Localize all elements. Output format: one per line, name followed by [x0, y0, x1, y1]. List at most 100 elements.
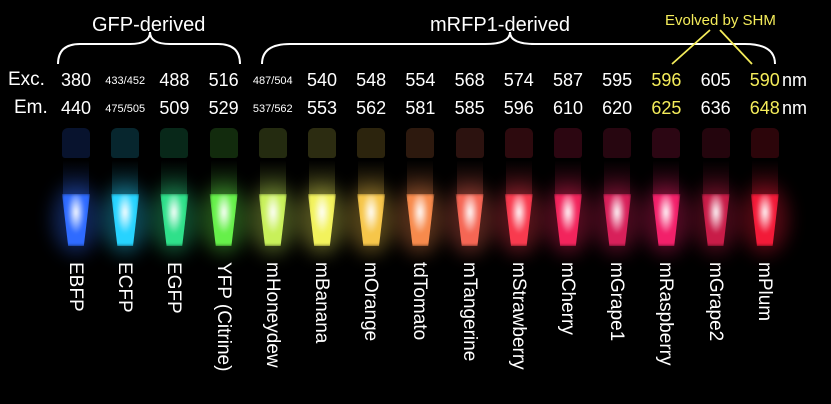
tube-cap — [701, 128, 730, 158]
protein-name-label: mGrape2 — [704, 262, 726, 342]
tube — [200, 128, 247, 254]
exc-value: 596 — [651, 70, 682, 90]
protein-name-label: ECFP — [114, 262, 136, 313]
protein-name: mGrape2 — [704, 262, 728, 402]
exc-value: 548 — [356, 70, 387, 90]
protein-name: YFP (Citrine) — [212, 262, 236, 402]
em-value: 537/562 — [252, 103, 293, 115]
em-value: 529 — [208, 98, 239, 118]
tube — [348, 128, 395, 254]
tube — [594, 128, 641, 254]
tube-cap — [554, 128, 582, 158]
em-value: 553 — [306, 98, 338, 118]
protein-name: mOrange — [359, 262, 383, 402]
tube-cap — [652, 128, 681, 158]
tube — [299, 128, 345, 254]
protein-name-label: YFP (Citrine) — [212, 262, 234, 372]
em-unit: nm — [782, 98, 808, 118]
exc-value: 433/452 — [105, 75, 146, 87]
protein-name: mGrape1 — [605, 262, 629, 402]
tube — [545, 128, 591, 254]
em-value: 509 — [159, 98, 190, 118]
mrfp1-brace — [261, 31, 776, 65]
em-value: 440 — [60, 98, 92, 118]
protein-name-label: mOrange — [360, 262, 382, 342]
protein-name-label: EGFP — [163, 262, 185, 314]
protein-name-label: mRaspberry — [655, 262, 677, 366]
tube-cap — [62, 128, 90, 158]
protein-name: mCherry — [556, 262, 580, 402]
protein-name: ECFP — [113, 262, 137, 402]
tube-cap — [406, 128, 435, 158]
exc-value: 554 — [405, 70, 436, 90]
header-evolved-by-shm: Evolved by SHM — [665, 12, 776, 29]
protein-name-label: mGrape1 — [606, 262, 628, 342]
tube-cap — [308, 128, 336, 158]
group-braces — [57, 29, 776, 65]
shm-pointer-plum — [719, 29, 753, 65]
tube — [741, 128, 788, 254]
tube — [102, 128, 149, 254]
tube — [692, 128, 739, 254]
tube-cap — [209, 128, 238, 158]
tube-cap — [603, 128, 632, 158]
exc-value: 595 — [602, 70, 633, 90]
protein-name-label: mCherry — [557, 262, 578, 335]
tube-cap — [504, 128, 533, 158]
protein-name: mRaspberry — [654, 262, 678, 402]
protein-name: EGFP — [162, 262, 186, 402]
exc-value: 605 — [700, 70, 731, 90]
exc-value: 380 — [60, 70, 92, 90]
exc-value: 590 — [749, 70, 780, 90]
protein-name: EBFP — [64, 262, 88, 402]
tube — [151, 128, 198, 254]
exc-row-label: Exc. — [8, 69, 45, 90]
tube-cap — [455, 128, 484, 158]
em-value: 636 — [700, 98, 731, 118]
protein-name: mStrawberry — [507, 262, 531, 402]
exc-unit: nm — [782, 70, 808, 90]
protein-name: mPlum — [753, 262, 777, 402]
protein-name-label: mBanana — [311, 262, 332, 344]
tube-cap — [160, 128, 189, 158]
protein-name-label: mStrawberry — [507, 262, 529, 370]
tube-cap — [258, 128, 287, 158]
header-gfp-derived: GFP-derived — [92, 14, 206, 36]
em-value: 620 — [602, 98, 633, 118]
tube-cap — [750, 128, 779, 158]
tube — [643, 128, 690, 254]
protein-name-label: EBFP — [65, 262, 86, 312]
exc-value: 540 — [306, 70, 338, 90]
tube-cap — [111, 128, 140, 158]
em-value: 648 — [749, 98, 780, 118]
exc-value: 587 — [552, 70, 584, 90]
exc-value: 568 — [454, 70, 485, 90]
em-value: 585 — [454, 98, 485, 118]
tube — [397, 128, 444, 254]
protein-name-label: mTangerine — [458, 262, 480, 362]
tube — [249, 128, 296, 254]
protein-name: mBanana — [310, 262, 334, 402]
tube — [53, 128, 99, 254]
protein-name: tdTomato — [408, 262, 432, 402]
shm-pointer-raspberry — [671, 29, 711, 65]
em-value: 475/505 — [105, 103, 146, 115]
exc-value: 487/504 — [252, 75, 293, 87]
em-value: 562 — [356, 98, 387, 118]
exc-value: 516 — [208, 70, 239, 90]
tube — [495, 128, 542, 254]
protein-name-label: tdTomato — [409, 262, 431, 341]
em-value: 596 — [503, 98, 534, 118]
em-value: 625 — [651, 98, 682, 118]
protein-name: mHoneydew — [261, 262, 285, 402]
protein-name-label: mHoneydew — [261, 262, 283, 368]
em-row-label: Em. — [14, 97, 48, 118]
header-mrfp1-derived: mRFP1-derived — [430, 14, 571, 36]
exc-value: 574 — [503, 70, 534, 90]
em-value: 610 — [552, 98, 584, 118]
em-value: 581 — [405, 98, 436, 118]
tube — [446, 128, 493, 254]
protein-name: mTangerine — [458, 262, 482, 402]
protein-name-label: mPlum — [753, 262, 775, 322]
gfp-brace — [57, 31, 241, 65]
